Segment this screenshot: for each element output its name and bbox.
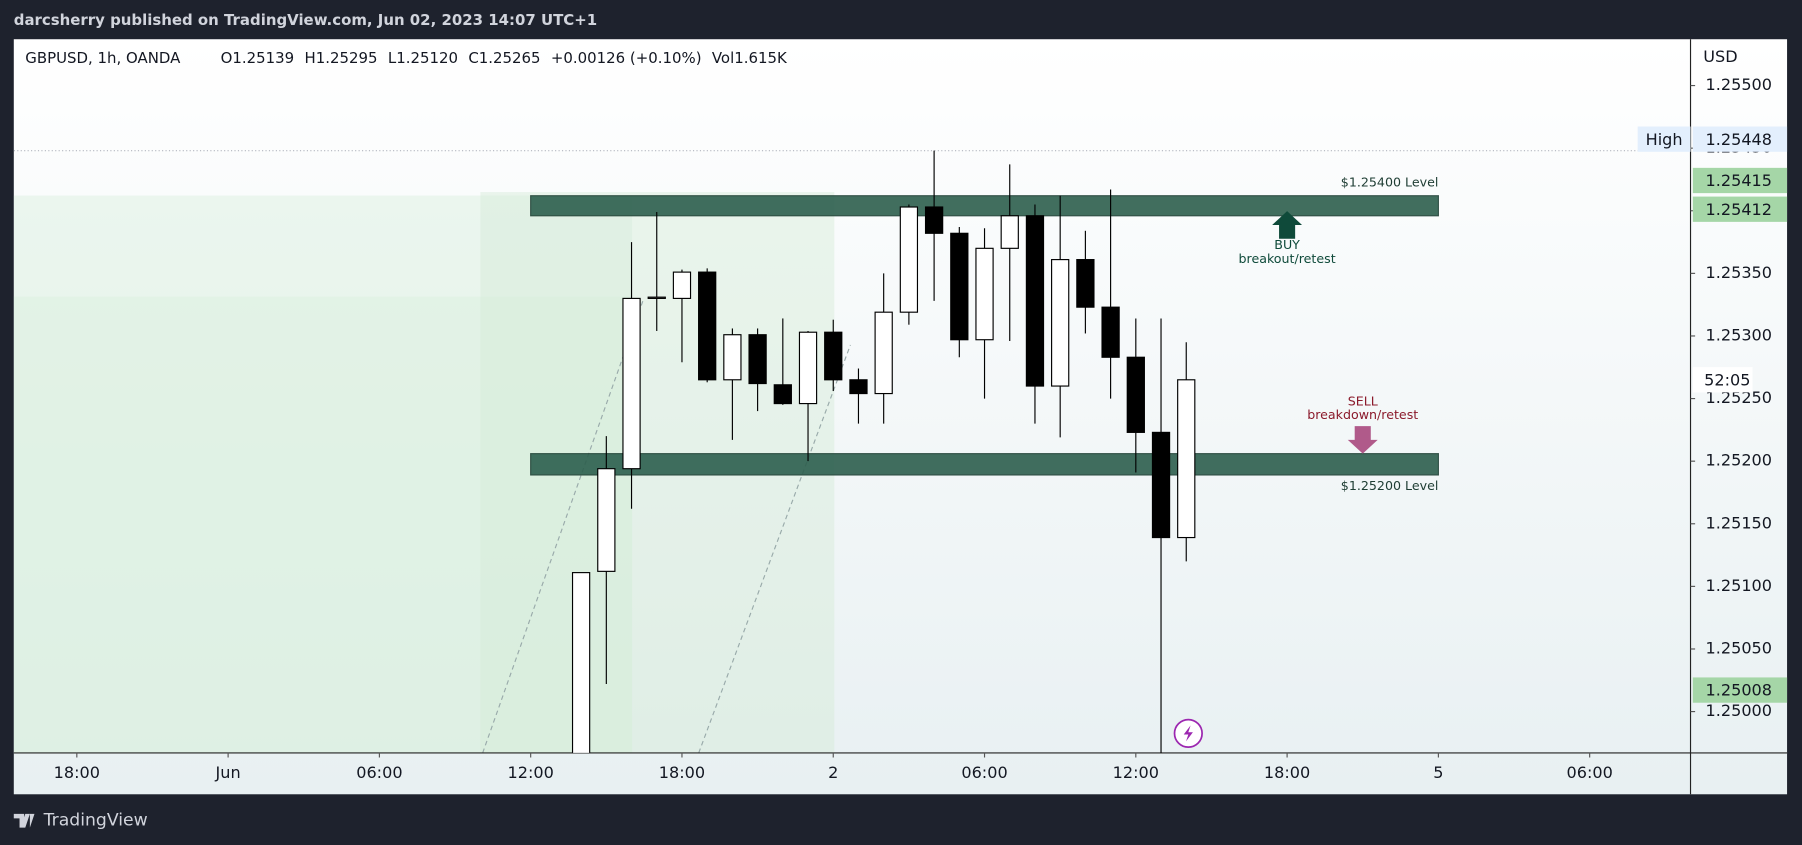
brand: TradingView: [43, 811, 148, 831]
candle-body: [622, 297, 641, 470]
annotation-text: breakdown/retest: [1307, 407, 1418, 422]
candle-body: [899, 206, 919, 313]
annotation-title: BUY: [1274, 237, 1300, 252]
dashed-line: [698, 344, 851, 753]
candle-body: [597, 468, 616, 572]
y-tick-label: 1.25150: [1706, 513, 1773, 532]
y-tick-label: 1.25100: [1706, 576, 1773, 595]
y-tick-label: 1.25500: [1706, 75, 1773, 94]
price-label-box: [1692, 126, 1788, 152]
plot: [13, 150, 1691, 753]
price-label-box: [1692, 677, 1788, 703]
candle-body: [950, 232, 969, 341]
price-label: 1.25415: [1706, 171, 1773, 190]
candle-body: [1000, 215, 1019, 249]
overlay: $1.25400 Level $1.25200 Level BUYbreakout/…: [1173, 175, 1439, 749]
ohlc-info: O1.25139 H1.25295 L1.25120 C1.25265 +0.00126…: [221, 49, 788, 67]
info-item: O1.25139: [221, 49, 295, 67]
x-tick-label: 5: [1433, 763, 1443, 782]
candle-body: [1101, 306, 1120, 358]
candle-body: [723, 334, 742, 381]
event-icon: [1183, 725, 1193, 742]
candle-body: [1177, 379, 1196, 539]
candle-body: [924, 206, 944, 234]
candle-body: [773, 384, 792, 405]
x-tick-label: 18:00: [1264, 763, 1310, 782]
candle-body: [849, 379, 868, 395]
countdown: 52:05: [1704, 370, 1750, 389]
info-item: Vol1.615K: [712, 49, 788, 67]
candle-body: [647, 296, 666, 299]
level-zone: [530, 453, 1439, 476]
price-tag: High: [1646, 130, 1683, 149]
symbol: GBPUSD, 1h, OANDA: [25, 49, 181, 67]
x-tick-label: 18:00: [659, 763, 705, 782]
candle-body: [874, 311, 893, 395]
level-zone: [530, 195, 1439, 217]
logo-icon: [13, 813, 35, 828]
x-tick-label: 12:00: [1113, 763, 1159, 782]
candle-body: [672, 271, 692, 299]
price-label: 1.25448: [1706, 130, 1773, 149]
price-label-box: [1692, 167, 1788, 194]
candle-body: [571, 572, 591, 753]
candle-body: [748, 334, 767, 385]
price-tag-box: [1637, 126, 1691, 152]
y-tick-label: 1.25350: [1706, 263, 1773, 282]
price-label: 1.25008: [1706, 681, 1773, 700]
y-tick-label: 1.25000: [1706, 701, 1773, 720]
candle-body: [1151, 431, 1171, 539]
level-label: $1.25200 Level: [1341, 478, 1439, 493]
x-tick-label: 18:00: [54, 763, 100, 782]
level-label: $1.25400 Level: [1341, 175, 1439, 190]
candle-body: [798, 331, 818, 405]
shade: [13, 195, 633, 753]
info-item: L1.25120: [388, 49, 458, 67]
info-item: H1.25295: [305, 49, 378, 67]
x-tick-label: 06:00: [961, 763, 1007, 782]
x-tick-label: Jun: [215, 763, 241, 782]
candle-body: [1051, 259, 1070, 387]
currency: USD: [1703, 47, 1737, 66]
annotation-text: breakout/retest: [1239, 251, 1336, 266]
candle-body: [824, 331, 843, 381]
x-tick-label: 06:00: [1566, 763, 1612, 782]
candle-body: [698, 271, 717, 381]
y-tick-label: 1.25200: [1706, 451, 1773, 470]
candle-body: [975, 247, 994, 341]
publisher: darcsherry published on TradingView.com,…: [14, 11, 597, 29]
candle-body: [1076, 259, 1095, 308]
info-item: +0.00126 (+0.10%): [551, 49, 702, 67]
x-tick-label: 06:00: [356, 763, 402, 782]
x-tick-label: 2: [828, 763, 838, 782]
candle-body: [1025, 215, 1045, 387]
y-tick-label: 1.25300: [1706, 325, 1773, 344]
annotation-title: SELL: [1348, 393, 1378, 408]
y-tick-label: 1.25250: [1706, 388, 1773, 407]
x-tick-label: 12:00: [508, 763, 554, 782]
price-label-box: [1692, 196, 1788, 222]
shade: [13, 296, 633, 753]
y-tick-label: 1.25050: [1706, 638, 1773, 657]
candle-body: [1126, 356, 1145, 433]
info-item: C1.25265: [468, 49, 540, 67]
logo: TradingView: [13, 811, 148, 831]
countdown-box: [1692, 367, 1753, 393]
price-label: 1.25412: [1706, 200, 1773, 219]
